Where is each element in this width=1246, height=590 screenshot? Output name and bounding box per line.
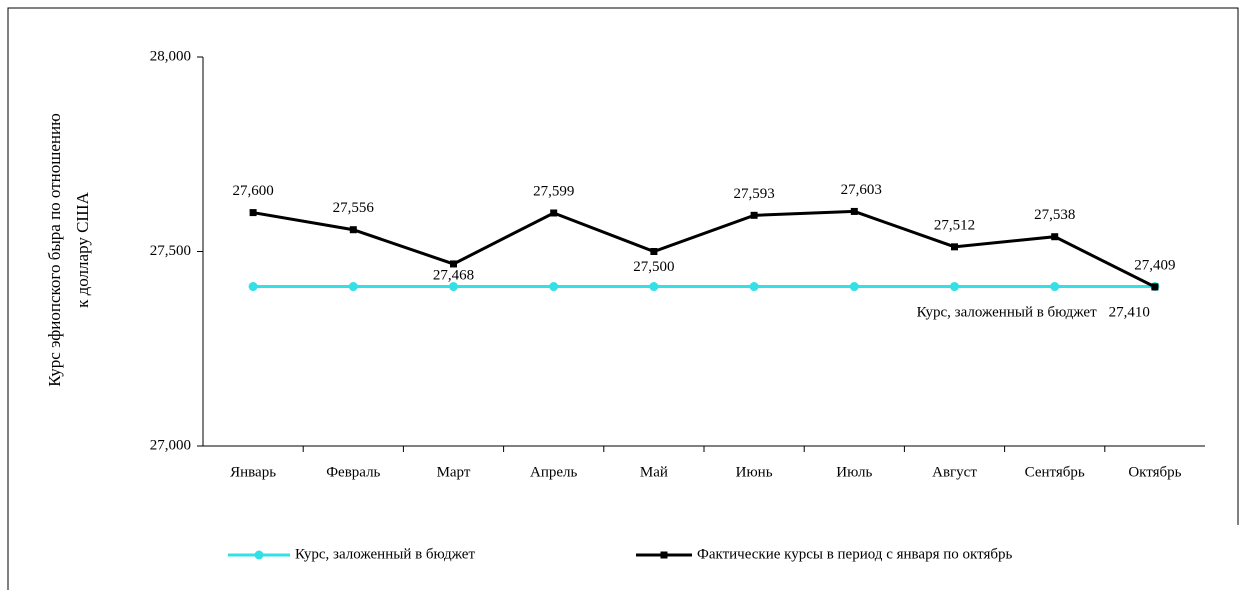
line xyxy=(252,209,1156,289)
frame xyxy=(7,7,1239,590)
marker xyxy=(650,248,658,255)
legend-marker xyxy=(254,550,264,560)
y-tick-label: 27,000 xyxy=(150,437,191,453)
y-axis-label: к доллару США xyxy=(73,191,92,307)
data-label: 27,603 xyxy=(841,182,882,198)
data-label: 27,512 xyxy=(934,217,975,233)
data-label-value: 27,410 xyxy=(1109,305,1150,321)
x-tick-label: Май xyxy=(640,464,668,480)
legend-marker xyxy=(660,551,668,559)
marker xyxy=(450,260,457,268)
data-label: 27,556 xyxy=(333,200,375,216)
data-label: 27,600 xyxy=(232,183,273,199)
marker xyxy=(550,209,558,217)
marker xyxy=(850,207,858,215)
marker xyxy=(951,243,958,251)
x-tick-label: Июль xyxy=(836,464,872,480)
x-tick-label: Март xyxy=(437,464,471,480)
data-label: 27,599 xyxy=(533,183,574,199)
x-tick-label: Сентябрь xyxy=(1025,464,1085,480)
marker xyxy=(349,226,357,234)
legend-label: Курс, заложенный в бюджет xyxy=(295,546,475,562)
x-tick-label: Январь xyxy=(230,464,276,480)
marker xyxy=(1050,282,1060,292)
marker xyxy=(549,282,559,292)
marker xyxy=(849,282,859,292)
marker xyxy=(750,211,758,219)
x-tick-label: Июнь xyxy=(736,464,773,480)
marker xyxy=(249,209,257,217)
x-tick-label: Февраль xyxy=(326,464,380,480)
data-label: 27,409 xyxy=(1134,257,1175,273)
data-label: 27,593 xyxy=(733,186,774,202)
marker xyxy=(950,282,959,292)
x-tick-label: Август xyxy=(932,464,977,480)
data-label: 27,468 xyxy=(433,267,474,283)
marker xyxy=(248,282,258,292)
y-axis-label: Курс эфиопского быра по отношению xyxy=(45,113,64,387)
data-label: 27,538 xyxy=(1034,207,1075,223)
x-tick-label: Октябрь xyxy=(1128,464,1181,480)
marker xyxy=(649,282,659,292)
x-tick-label: Апрель xyxy=(530,464,578,480)
marker xyxy=(348,282,358,292)
data-label-name: Курс, заложенный в бюджет xyxy=(917,305,1097,321)
marker xyxy=(1151,283,1159,291)
y-tick-label: 27,500 xyxy=(150,243,191,259)
legend-label: Фактические курсы в период с января по о… xyxy=(697,546,1012,562)
data-label: 27,500 xyxy=(633,259,674,275)
marker xyxy=(749,282,759,292)
y-tick-label: 28,000 xyxy=(150,48,191,64)
marker xyxy=(449,282,458,292)
data-label: Курс, заложенный в бюджет 27,410 xyxy=(917,305,1150,321)
marker xyxy=(1051,233,1059,241)
